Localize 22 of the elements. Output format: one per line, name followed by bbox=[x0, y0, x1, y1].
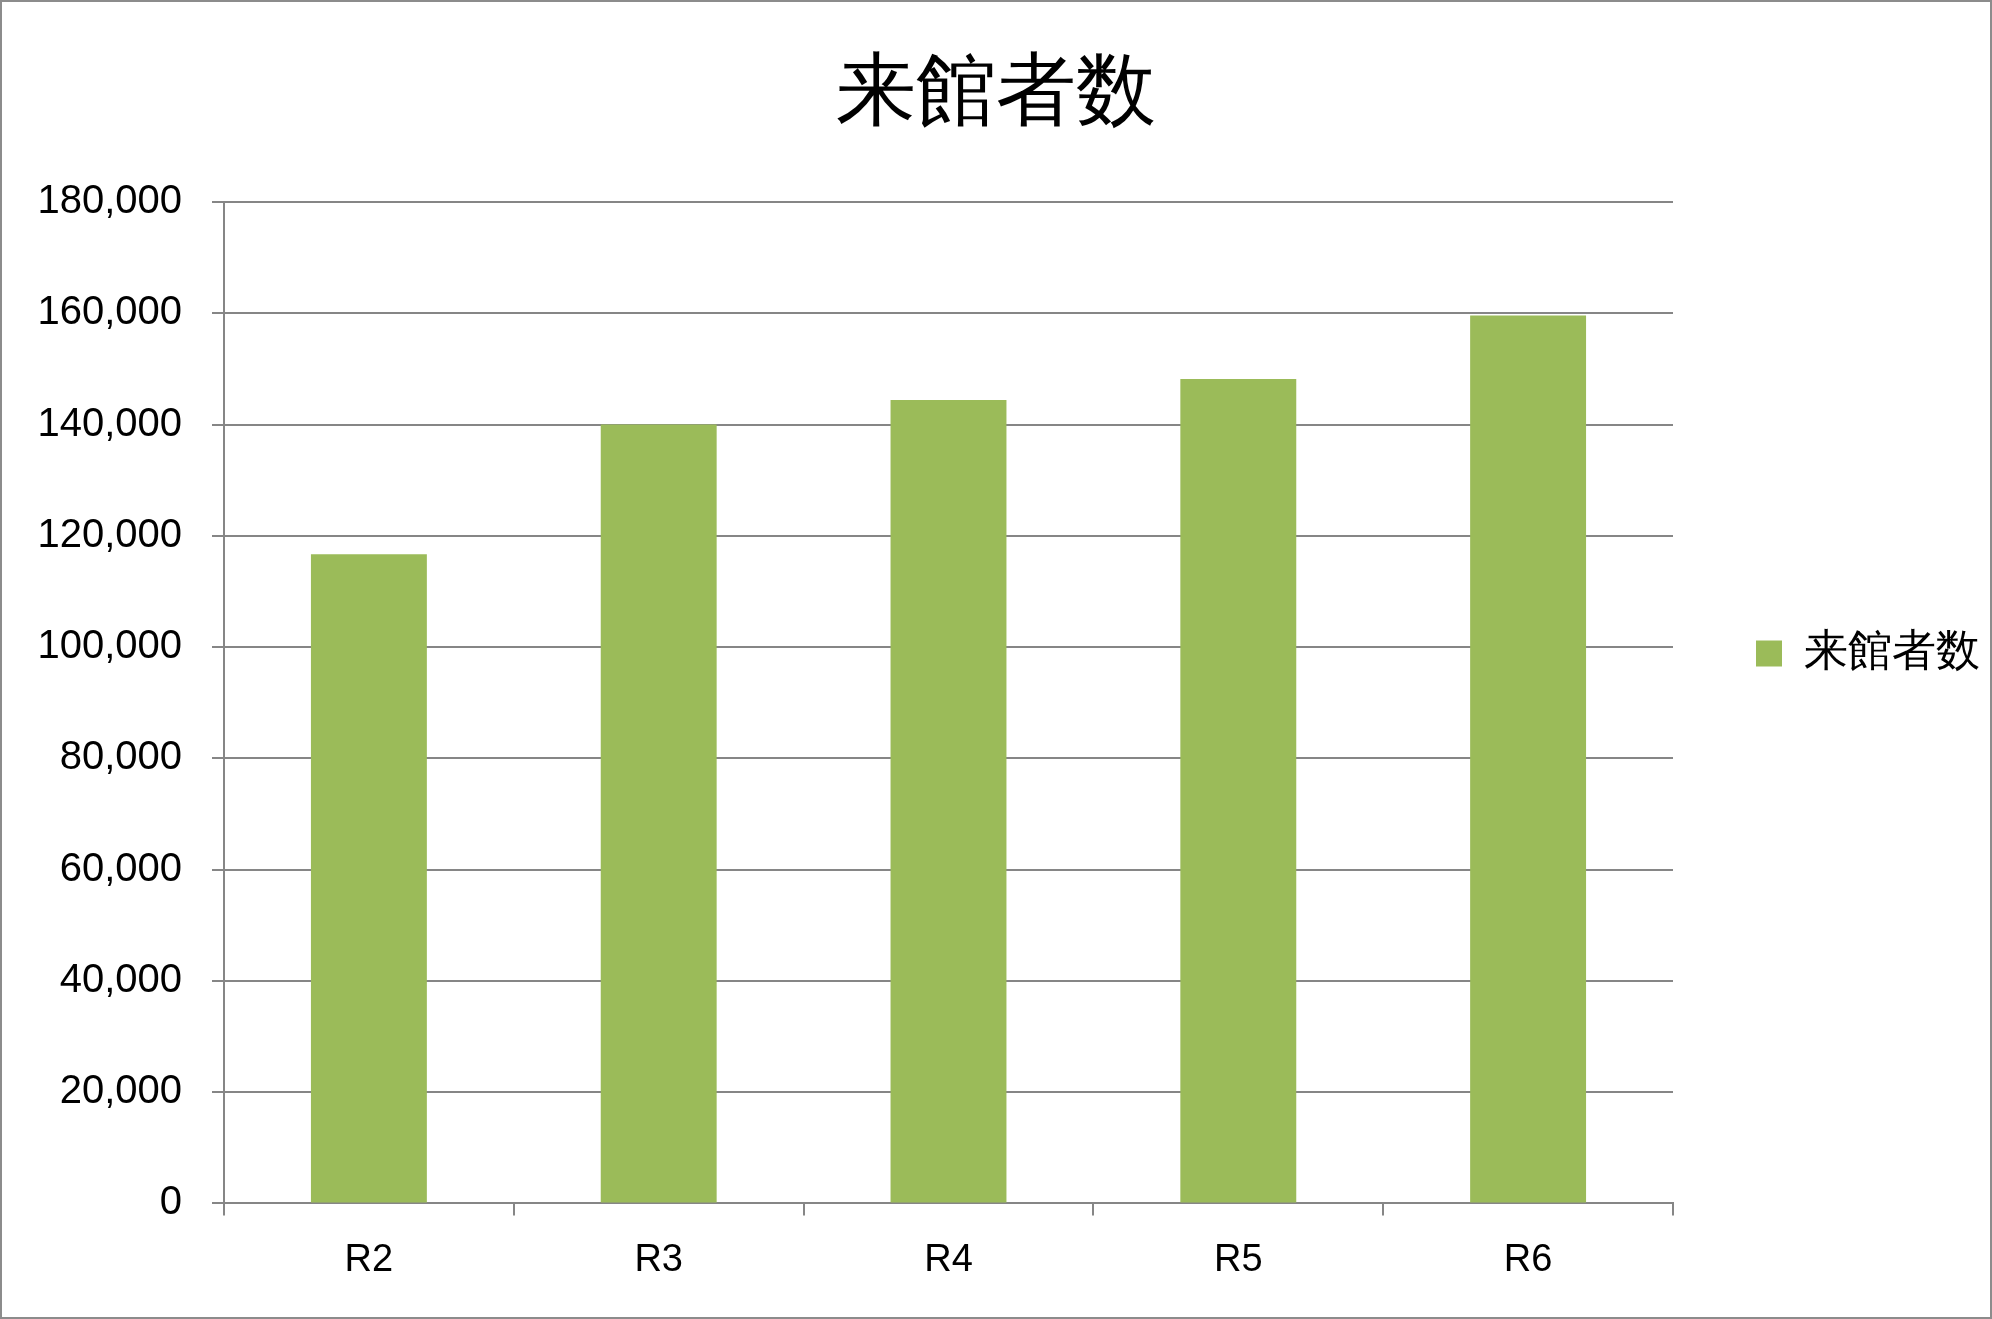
y-tick-label: 0 bbox=[159, 1178, 182, 1223]
x-tick-label: R5 bbox=[1214, 1236, 1263, 1279]
x-tick-label: R2 bbox=[344, 1236, 394, 1279]
legend-label: 来館者数 bbox=[1804, 623, 1980, 675]
y-tick-label: 100,000 bbox=[37, 622, 182, 667]
y-tick-label: 80,000 bbox=[59, 733, 182, 778]
x-tick-label: R4 bbox=[924, 1236, 973, 1279]
x-tick-label: R3 bbox=[634, 1236, 683, 1279]
bar bbox=[310, 554, 427, 1203]
y-tick-label: 120,000 bbox=[37, 510, 182, 555]
y-tick-label: 160,000 bbox=[37, 288, 182, 333]
y-tick-label: 40,000 bbox=[59, 955, 182, 1000]
y-tick-label: 140,000 bbox=[37, 399, 182, 444]
y-tick-label: 180,000 bbox=[37, 177, 182, 222]
bar bbox=[1470, 315, 1587, 1203]
y-tick-label: 60,000 bbox=[59, 844, 182, 889]
bar bbox=[1180, 378, 1297, 1203]
chart-title: 来館者数 bbox=[836, 42, 1156, 136]
x-tick-label: R6 bbox=[1503, 1236, 1553, 1279]
y-tick-label: 20,000 bbox=[59, 1067, 182, 1112]
bar bbox=[600, 424, 717, 1203]
bar bbox=[890, 400, 1007, 1203]
